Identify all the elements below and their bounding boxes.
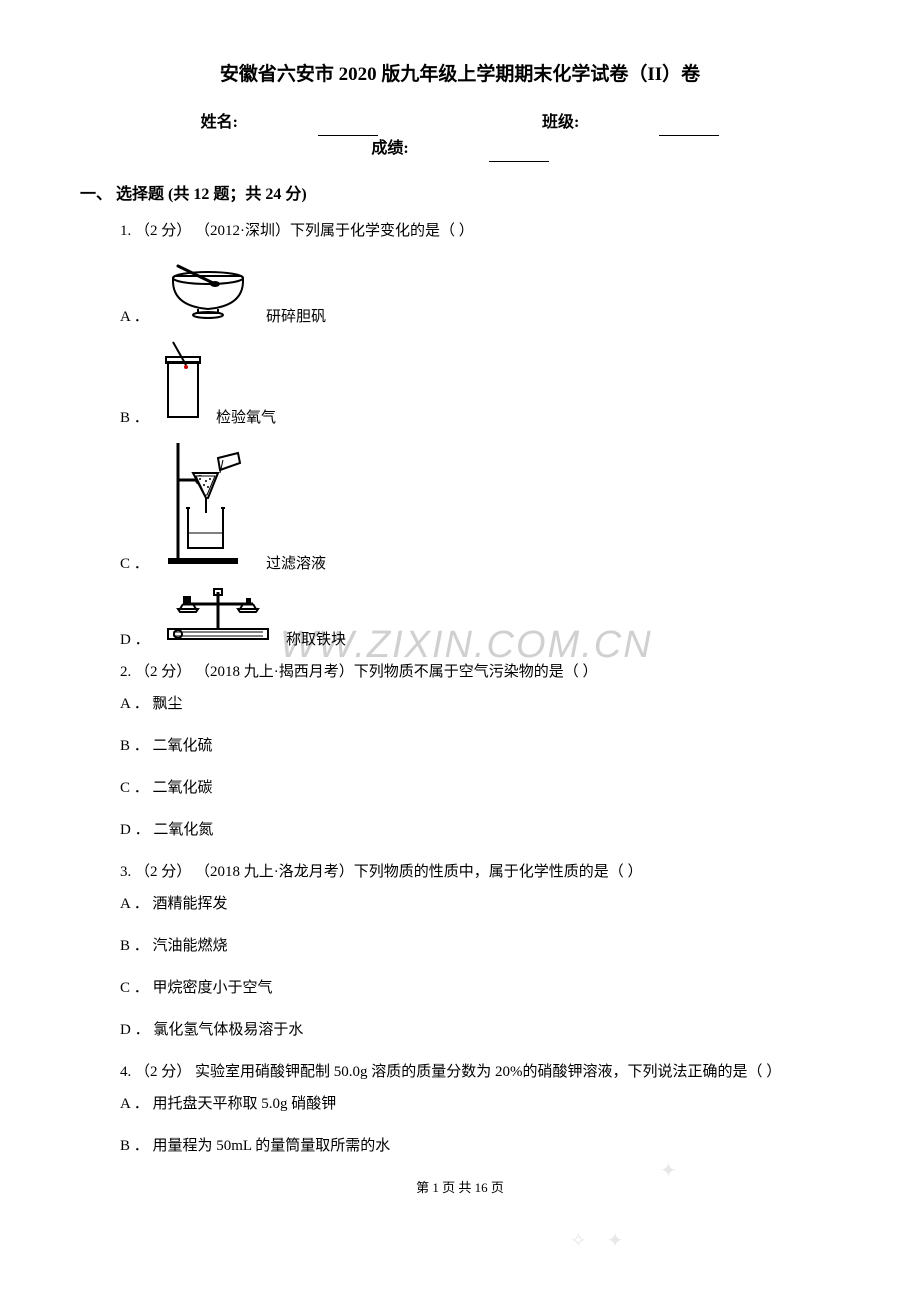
mortar-pestle-icon [158, 251, 258, 329]
page-footer: 第 1 页 共 16 页 [80, 1178, 840, 1199]
gas-bottle-icon [158, 337, 208, 430]
score-field: 成绩: [331, 140, 588, 157]
question-1-option-b: B ． 检验氧气 [120, 337, 840, 430]
option-text: 称取铁块 [286, 628, 346, 652]
document-title: 安徽省六安市 2020 版九年级上学期期末化学试卷（II）卷 [80, 60, 840, 90]
option-text: 检验氧气 [216, 406, 276, 430]
question-2-stem: 2. （2 分） （2018 九上·揭西月考）下列物质不属于空气污染物的是（ ） [120, 660, 840, 684]
class-field: 班级: [502, 114, 759, 131]
question-2-option-b: B ． 二氧化硫 [120, 734, 840, 758]
question-2-option-c: C ． 二氧化碳 [120, 776, 840, 800]
option-text: 研碎胆矾 [266, 305, 326, 329]
question-1-option-c: C ． [120, 438, 840, 576]
name-field: 姓名: [161, 114, 418, 131]
option-label: D ． [120, 628, 150, 652]
question-3-option-c: C ． 甲烷密度小于空气 [120, 976, 840, 1000]
question-3-option-d: D ． 氯化氢气体极易溶于水 [120, 1018, 840, 1042]
option-label: B ． [120, 406, 150, 430]
option-label: A ． [120, 305, 150, 329]
question-2-option-d: D ． 二氧化氮 [120, 818, 840, 842]
option-text: 过滤溶液 [266, 552, 326, 576]
question-3-stem: 3. （2 分） （2018 九上·洛龙月考）下列物质的性质中，属于化学性质的是… [120, 860, 840, 884]
student-info-row: 姓名: 班级: 成绩: [80, 110, 840, 161]
question-1-stem: 1. （2 分） （2012·深圳）下列属于化学变化的是（ ） [120, 219, 840, 243]
option-label: C ． [120, 552, 150, 576]
filtration-apparatus-icon [158, 438, 258, 576]
balance-scale-icon [158, 584, 278, 652]
question-3-option-a: A ． 酒精能挥发 [120, 892, 840, 916]
question-1-option-d: D ． [120, 584, 840, 652]
question-4-option-a: A ． 用托盘天平称取 5.0g 硝酸钾 [120, 1092, 840, 1116]
question-3-option-b: B ． 汽油能燃烧 [120, 934, 840, 958]
question-1-option-a: A ． 研碎胆矾 [120, 251, 840, 329]
question-4-option-b: B ． 用量程为 50mL 的量筒量取所需的水 [120, 1134, 840, 1158]
section-header: 一、 选择题 (共 12 题；共 24 分) [80, 182, 840, 208]
question-2-option-a: A ． 飘尘 [120, 692, 840, 716]
sparkle-decoration-2: ✧ ✦ [570, 1225, 624, 1257]
question-4-stem: 4. （2 分） 实验室用硝酸钾配制 50.0g 溶质的质量分数为 20%的硝酸… [120, 1060, 840, 1084]
